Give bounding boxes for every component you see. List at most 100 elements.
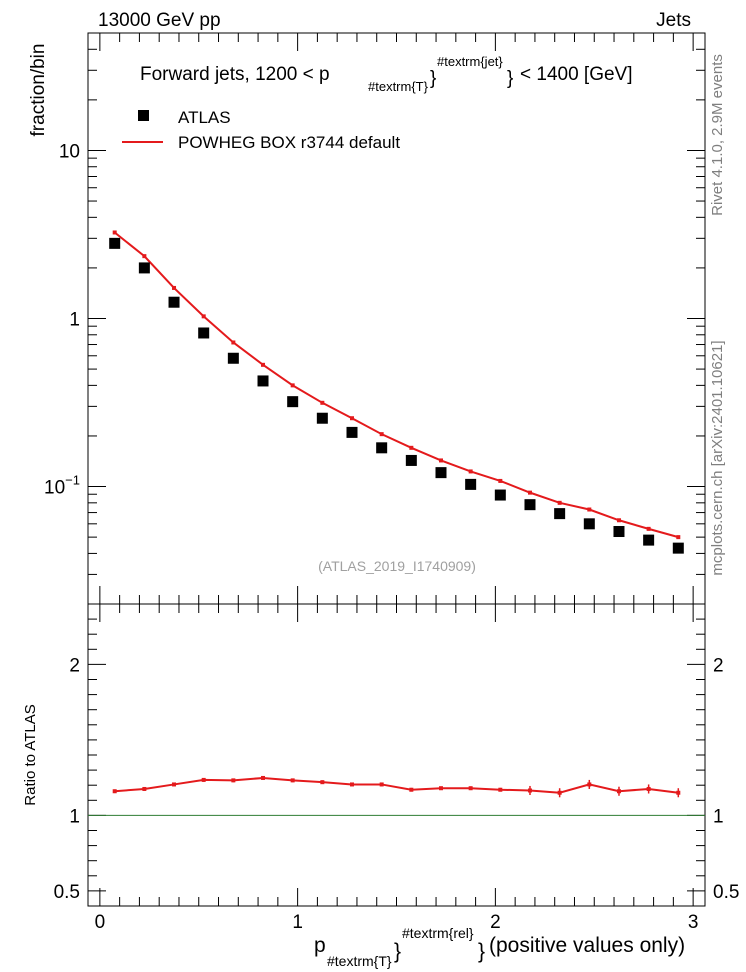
x-tick-label: 3 (688, 912, 699, 933)
ratio-point (587, 782, 592, 787)
chart-title-sup: #textrm{jet} (437, 54, 503, 69)
chart-title-tail: < 1400 [GeV] (520, 64, 633, 85)
x-axis-label-brace2: } (478, 940, 485, 963)
ratio-y-tick-label: 0.5 (54, 882, 80, 903)
ratio-y-axis-label: Ratio to ATLAS (22, 704, 39, 805)
atlas-point (524, 499, 536, 511)
ratio-point (409, 787, 414, 792)
ratio-point (468, 786, 473, 791)
y-tick-label-1: 1 (69, 310, 80, 331)
ratio-y-tick-label-right: 0.5 (713, 882, 739, 903)
main-panel-ticks (88, 32, 705, 605)
atlas-point (316, 412, 328, 424)
ratio-point (379, 782, 384, 787)
ratio-line (114, 776, 679, 794)
x-tick-label: 0 (95, 912, 106, 933)
atlas-point (168, 296, 180, 308)
atlas-point (109, 237, 121, 249)
mc-point (350, 416, 355, 421)
header-jets-label: Jets (656, 10, 691, 31)
mc-point (498, 478, 503, 483)
mc-point (142, 254, 147, 259)
atlas-point (465, 478, 477, 490)
legend: ATLAS POWHEG BOX r3744 default (122, 108, 400, 152)
y-tick-label-10: 10 (59, 141, 80, 162)
chart-title-main: Forward jets, 1200 < p (140, 64, 330, 85)
ratio-point (320, 780, 325, 785)
mc-point (527, 490, 532, 495)
legend-atlas-marker (138, 110, 149, 121)
ratio-point (438, 786, 443, 791)
main-atlas-series (109, 237, 684, 554)
atlas-point (257, 375, 269, 387)
x-axis-label-main: p (314, 934, 326, 957)
ratio-point (527, 788, 532, 793)
mc-point (172, 285, 177, 290)
mc-point (587, 507, 592, 512)
x-tick-label: 1 (292, 912, 303, 933)
rivet-version-label: Rivet 4.1.0, 2.9M events (709, 54, 726, 216)
mc-point (112, 230, 117, 235)
x-axis-label-brace: } (394, 940, 401, 963)
atlas-point (672, 542, 684, 554)
ratio-panel-frame (87, 603, 706, 907)
ratio-point (676, 790, 681, 795)
ratio-y-tick-label-right: 2 (713, 655, 724, 676)
x-axis-label-sup: #textrm{rel} (402, 925, 474, 941)
ratio-point (616, 789, 621, 794)
ratio-y-tick-label: 2 (69, 655, 80, 676)
mc-point (468, 469, 473, 474)
atlas-point (198, 327, 210, 339)
mc-point (201, 314, 206, 319)
mc-point (676, 535, 681, 540)
ratio-point (112, 789, 117, 794)
ratio-point (201, 777, 206, 782)
x-axis-label-sub: #textrm{T} (327, 953, 392, 969)
mc-point (409, 445, 414, 450)
atlas-point (376, 442, 388, 454)
main-panel-y-tick-labels: 10 1 10−1 (44, 141, 80, 498)
legend-powheg-label: POWHEG BOX r3744 default (178, 133, 400, 152)
mc-point (438, 458, 443, 463)
y-tick-label-0.1-exp: −1 (65, 473, 80, 488)
y-tick-label-0.1-base: 10 (44, 478, 65, 499)
mc-point (616, 518, 621, 523)
main-y-axis-label: fraction/bin (28, 44, 49, 137)
ratio-y-tick-label: 1 (69, 806, 80, 827)
ratio-point (231, 778, 236, 783)
mc-point (231, 340, 236, 345)
ratio-point (142, 786, 147, 791)
ratio-point (350, 782, 355, 787)
chart-title: Forward jets, 1200 < p#textrm{T}}#textrm… (140, 54, 633, 94)
ratio-panel-tick-labels: 0.5 0.5 1 1 2 2 0 1 2 3 (54, 655, 740, 933)
ratio-panel-ticks (88, 604, 705, 907)
x-axis-label-tail: (positive values only) (489, 934, 685, 957)
atlas-point (435, 467, 447, 479)
chart-title-brace: } (430, 68, 436, 89)
atlas-point (613, 526, 625, 538)
atlas-point (287, 396, 299, 408)
chart-title-brace2: } (507, 68, 513, 89)
x-axis-label: p#textrm{T}}#textrm{rel}} (positive value… (314, 925, 685, 969)
atlas-point (583, 518, 595, 530)
mc-line (114, 231, 679, 539)
mc-point (290, 383, 295, 388)
atlas-point (405, 454, 417, 466)
ratio-point (261, 775, 266, 780)
ratio-mc-series (112, 775, 681, 798)
atlas-point (494, 489, 506, 501)
atlas-point (227, 352, 239, 364)
mc-point (379, 432, 384, 437)
ratio-point (557, 790, 562, 795)
header-energy-label: 13000 GeV pp (98, 10, 221, 31)
mc-point (646, 526, 651, 531)
ratio-y-tick-label-right: 1 (713, 806, 724, 827)
atlas-point (554, 508, 566, 520)
analysis-watermark: (ATLAS_2019_I1740909) (318, 558, 476, 574)
atlas-point (643, 534, 655, 546)
chart-title-sub: #textrm{T} (368, 79, 429, 94)
y-tick-label-0.1: 10−1 (44, 473, 80, 499)
ratio-point (172, 782, 177, 787)
mcplots-label: mcplots.cern.ch [arXiv:2401.10621] (709, 340, 726, 575)
